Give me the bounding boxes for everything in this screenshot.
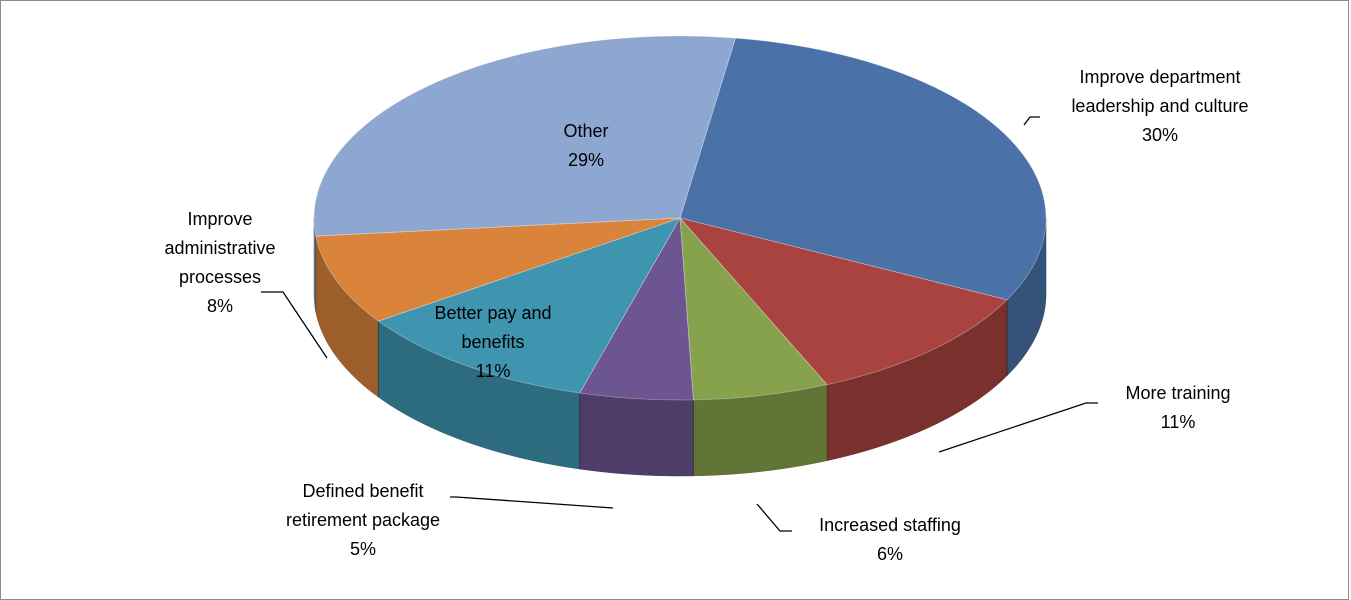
data-label-pct-3: 5% [350, 539, 376, 559]
data-label-2-line-0: Increased staffing [819, 515, 961, 535]
data-label-pct-4: 11% [476, 361, 511, 381]
data-label-pct-5: 8% [207, 296, 233, 316]
leader-line-1 [938, 402, 1098, 453]
leader-line-0 [1023, 116, 1040, 126]
data-label-4-line-0: Better pay and [434, 303, 551, 323]
data-label-pct-2: 6% [877, 544, 903, 564]
leader-line-3 [450, 496, 614, 509]
slice-1 [678, 217, 1008, 386]
data-label-4-line-1: benefits [461, 332, 524, 352]
pie-chart: Improve department leadership and culture… [164, 35, 1249, 564]
slice-6 [313, 35, 736, 237]
slice-side-3 [579, 392, 694, 477]
data-label-5-line-1: administrative [164, 238, 275, 258]
data-label-0-line-0: Improve department [1079, 67, 1240, 87]
data-label-pct-1: 11% [1161, 412, 1196, 432]
data-label-pct-6: 29% [568, 150, 604, 170]
slice-2 [679, 216, 828, 401]
data-label-pct-0: 30% [1142, 125, 1178, 145]
leader-line-2 [756, 503, 792, 532]
data-label-5-line-2: processes [179, 267, 261, 287]
data-label-0-line-1: leadership and culture [1071, 96, 1248, 116]
slice-0 [679, 37, 1047, 301]
leader-line-5 [261, 291, 328, 359]
data-label-3-line-0: Defined benefit [302, 481, 423, 501]
data-label-5-line-0: Improve [187, 209, 252, 229]
data-label-3-line-1: retirement package [286, 510, 440, 530]
slice-3 [579, 216, 694, 401]
data-label-1-line-0: More training [1125, 383, 1230, 403]
slice-5 [315, 217, 681, 322]
slice-4 [377, 217, 681, 394]
data-label-6-line-0: Other [563, 121, 608, 141]
